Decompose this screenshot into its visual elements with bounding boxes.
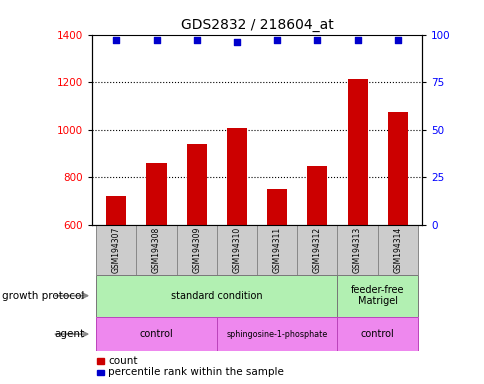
Text: sphingosine-1-phosphate: sphingosine-1-phosphate [226,329,327,339]
Text: GSM194314: GSM194314 [393,227,402,273]
Bar [227,128,246,225]
Bar [136,225,176,275]
Text: feeder-free
Matrigel: feeder-free Matrigel [350,285,404,306]
Text: GSM194309: GSM194309 [192,227,201,273]
Bar [297,225,337,275]
Point [313,37,320,43]
Point [393,37,401,43]
Point [112,37,120,43]
Bar [387,112,407,225]
Bar [267,189,287,225]
Text: growth protocol: growth protocol [2,291,85,301]
Bar [96,317,216,351]
Text: control: control [139,329,173,339]
Point [353,37,361,43]
Bar [176,225,216,275]
Bar [257,225,297,275]
Text: standard condition: standard condition [171,291,262,301]
Bar [216,225,257,275]
Bar [216,317,337,351]
Text: GSM194308: GSM194308 [151,227,161,273]
Bar [337,225,377,275]
Text: GSM194310: GSM194310 [232,227,241,273]
Point [193,37,200,43]
Text: GSM194313: GSM194313 [352,227,362,273]
Bar [347,78,367,225]
Bar [96,225,136,275]
Text: GSM194307: GSM194307 [111,227,121,273]
Text: control: control [360,329,394,339]
Point [233,39,241,45]
Bar [106,196,126,225]
Text: GSM194311: GSM194311 [272,227,281,273]
Point [272,37,280,43]
Bar [337,275,417,317]
Text: percentile rank within the sample: percentile rank within the sample [108,367,284,377]
Title: GDS2832 / 218604_at: GDS2832 / 218604_at [181,18,333,32]
Bar [186,144,206,225]
Bar [146,163,166,225]
Bar [307,166,327,225]
Point [152,37,160,43]
Text: agent: agent [55,329,85,339]
Bar [96,275,337,317]
Text: GSM194312: GSM194312 [312,227,321,273]
Text: count: count [108,356,137,366]
Bar [377,225,417,275]
Bar [337,317,417,351]
